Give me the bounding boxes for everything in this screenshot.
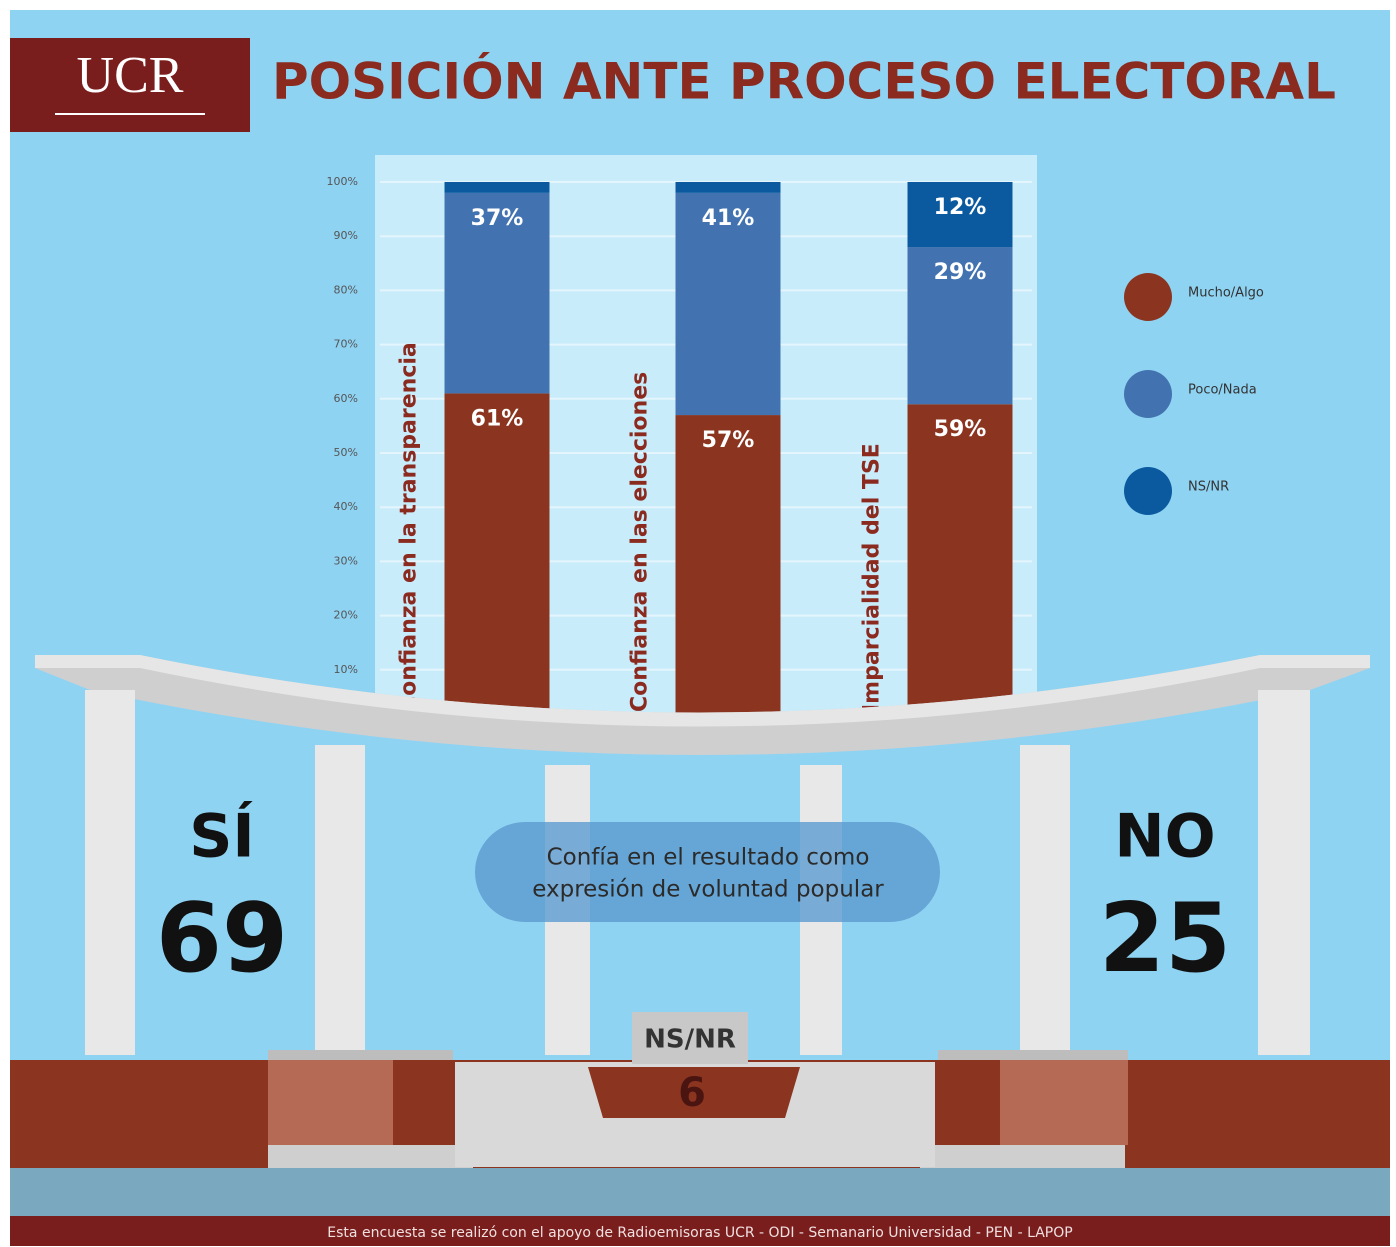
y-tick-label: 20% — [334, 609, 358, 622]
bar-segment — [676, 415, 781, 724]
pillar — [315, 745, 365, 1055]
no-value: 25 — [1099, 884, 1231, 994]
footer: Esta encuesta se realizó con el apoyo de… — [327, 1225, 1072, 1241]
y-tick-label: 50% — [334, 446, 358, 459]
question-pill — [475, 822, 940, 922]
y-tick-label: 80% — [334, 283, 358, 296]
y-tick-label: 60% — [334, 392, 358, 405]
legend-label: Poco/Nada — [1188, 383, 1257, 398]
legend-swatch — [1124, 370, 1172, 418]
step — [938, 1050, 1128, 1060]
stair-side — [268, 1060, 393, 1145]
step — [268, 1050, 453, 1060]
yes-value: 69 — [156, 884, 288, 994]
value-label: 57% — [702, 428, 755, 453]
water — [10, 1168, 1390, 1216]
category-label: Confianza en las elecciones — [628, 372, 653, 712]
value-label: 12% — [934, 195, 987, 220]
nsnr-label: NS/NR — [644, 1025, 736, 1055]
legend-swatch — [1124, 273, 1172, 321]
legend-swatch — [1124, 467, 1172, 515]
value-label: 41% — [702, 206, 755, 231]
nsnr-value: 6 — [678, 1070, 706, 1116]
category-label: Imparcialidad del TSE — [860, 443, 885, 712]
bar-segment — [676, 182, 781, 193]
legend-label: Mucho/Algo — [1188, 286, 1264, 301]
value-label: 61% — [471, 406, 524, 431]
pillar — [1258, 690, 1310, 1055]
value-label: 59% — [934, 417, 987, 442]
y-tick-label: 40% — [334, 500, 358, 513]
pillar — [1020, 745, 1070, 1055]
yes-label: SÍ — [189, 800, 255, 872]
step — [268, 1145, 473, 1170]
bar-segment — [445, 393, 550, 724]
bar-segment — [445, 182, 550, 193]
y-tick-label: 10% — [334, 663, 358, 676]
step — [920, 1145, 1125, 1170]
bar-segment — [908, 404, 1013, 724]
no-label: NO — [1114, 802, 1215, 872]
question: expresión de voluntad popular — [532, 877, 884, 903]
y-tick-label: 100% — [327, 175, 358, 188]
y-tick-label: 90% — [334, 229, 358, 242]
value-label: 29% — [934, 260, 987, 285]
stair-side — [1000, 1060, 1128, 1145]
y-tick-label: 70% — [334, 338, 358, 351]
y-tick-label: 30% — [334, 554, 358, 567]
category-label: Confianza en la transparencia — [397, 342, 422, 712]
pillar — [85, 690, 135, 1055]
infographic: UCR POSICIÓN ANTE PROCESO ELECTORAL 10% 2… — [0, 0, 1396, 1247]
question: Confía en el resultado como — [547, 845, 870, 871]
title: POSICIÓN ANTE PROCESO ELECTORAL — [272, 52, 1336, 111]
legend-label: NS/NR — [1188, 480, 1229, 495]
value-label: 37% — [471, 206, 524, 231]
logo: UCR — [77, 47, 184, 104]
